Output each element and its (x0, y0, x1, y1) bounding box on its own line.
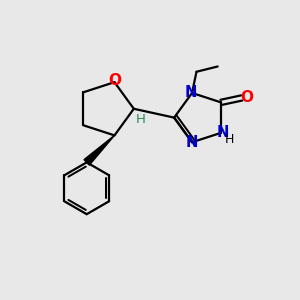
Text: H: H (225, 133, 234, 146)
Text: H: H (135, 113, 145, 127)
Polygon shape (84, 135, 115, 165)
Text: N: N (186, 135, 198, 150)
Text: O: O (240, 91, 254, 106)
Text: N: N (216, 125, 229, 140)
Text: N: N (184, 85, 197, 100)
Text: O: O (108, 73, 121, 88)
